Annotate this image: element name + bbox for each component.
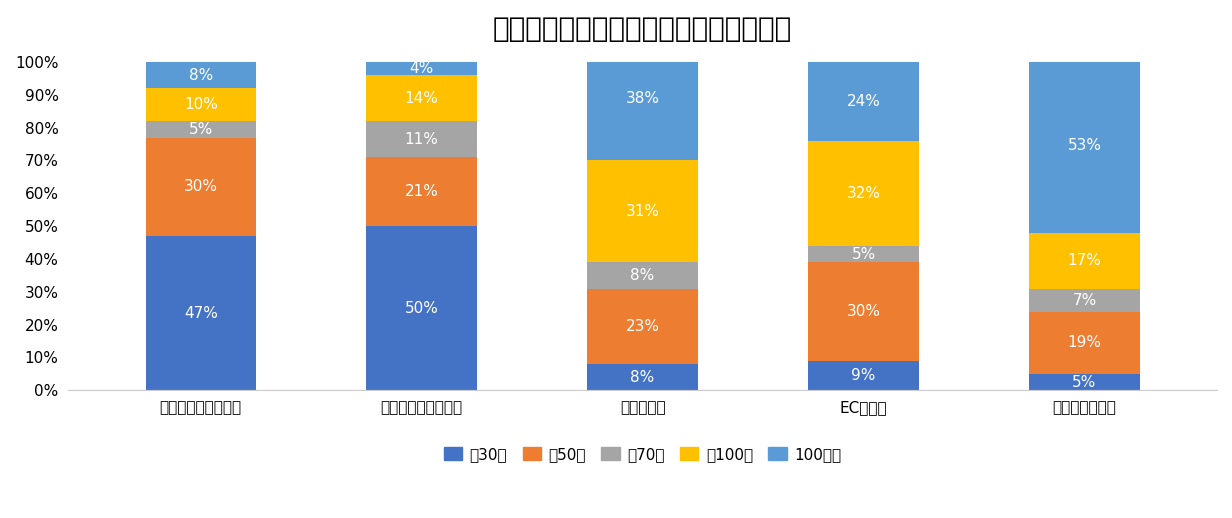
Bar [588, 289, 697, 364]
Text: 32%: 32% [846, 186, 881, 201]
Title: 東京都でのサイト種別ごとの費用の相場: 東京都でのサイト種別ごとの費用の相場 [493, 15, 792, 43]
Text: 21%: 21% [405, 184, 439, 199]
Text: 10%: 10% [184, 97, 218, 112]
Text: 50%: 50% [405, 301, 439, 316]
Text: 8%: 8% [631, 268, 654, 283]
Bar [1029, 233, 1140, 289]
Bar [1029, 59, 1140, 233]
Bar [1029, 311, 1140, 374]
Bar [366, 121, 477, 157]
Text: 5%: 5% [188, 122, 213, 137]
Bar [145, 88, 256, 121]
Text: 19%: 19% [1067, 335, 1101, 350]
Text: 31%: 31% [626, 204, 659, 219]
Text: 30%: 30% [184, 179, 218, 194]
Text: 8%: 8% [188, 68, 213, 83]
Bar [1029, 289, 1140, 311]
Bar [145, 121, 256, 137]
Bar [588, 262, 697, 289]
Text: 17%: 17% [1067, 253, 1101, 268]
Bar [588, 364, 697, 391]
Text: 9%: 9% [851, 368, 876, 383]
Text: 5%: 5% [1072, 375, 1096, 390]
Bar [808, 141, 919, 246]
Bar [145, 236, 256, 391]
Bar [1029, 374, 1140, 391]
Bar [366, 157, 477, 226]
Bar [588, 36, 697, 161]
Bar [145, 62, 256, 88]
Text: 4%: 4% [409, 61, 434, 76]
Bar [366, 75, 477, 121]
Text: 11%: 11% [405, 132, 439, 147]
Bar [588, 161, 697, 262]
Bar [366, 62, 477, 75]
Text: 7%: 7% [1072, 293, 1096, 308]
Bar [808, 62, 919, 141]
Text: 30%: 30% [846, 304, 881, 319]
Text: 5%: 5% [851, 247, 876, 262]
Bar [145, 137, 256, 236]
Legend: 〜30万, 〜50万, 〜70万, 〜100万, 100万〜: 〜30万, 〜50万, 〜70万, 〜100万, 100万〜 [437, 441, 848, 468]
Text: 38%: 38% [626, 91, 659, 106]
Text: 47%: 47% [184, 306, 218, 321]
Text: 8%: 8% [631, 370, 654, 385]
Bar [366, 226, 477, 391]
Text: 23%: 23% [626, 319, 659, 334]
Bar [808, 361, 919, 391]
Text: 24%: 24% [846, 94, 881, 109]
Bar [808, 246, 919, 262]
Text: 14%: 14% [405, 91, 439, 106]
Text: 53%: 53% [1067, 138, 1101, 153]
Bar [808, 262, 919, 361]
